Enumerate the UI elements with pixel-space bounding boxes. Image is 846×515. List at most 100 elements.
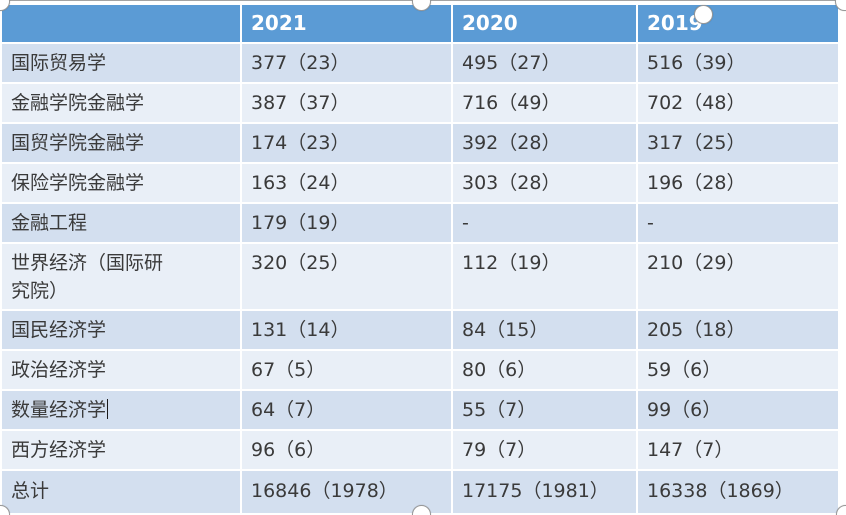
row-label: 数量经济学	[11, 399, 107, 421]
row-label: 金融学院金融学	[11, 92, 145, 114]
header-year-2021[interactable]: 2021	[242, 5, 451, 42]
value-cell[interactable]: 377（23）	[242, 44, 451, 82]
header-year-2019[interactable]: 2019	[638, 5, 838, 42]
text-cursor	[107, 399, 109, 419]
value-cell[interactable]: 59（6）	[638, 351, 838, 389]
value-cell[interactable]: 495（27）	[453, 44, 636, 82]
value-cell[interactable]: 174（23）	[242, 124, 451, 162]
table-row: 保险学院金融学 163（24） 303（28） 196（28）	[2, 164, 838, 202]
table-header: 2021 2020 2019	[2, 5, 838, 42]
cell-value: 174（23）	[251, 132, 350, 154]
value-cell[interactable]: 205（18）	[638, 311, 838, 349]
row-label-cell[interactable]: 国民经济学	[2, 311, 240, 349]
header-row: 2021 2020 2019	[2, 5, 838, 42]
cell-value: 387（37）	[251, 92, 350, 114]
value-cell[interactable]: 96（6）	[242, 431, 451, 469]
cell-value: 377（23）	[251, 52, 350, 74]
header-corner-cell[interactable]	[2, 5, 240, 42]
value-cell[interactable]: 387（37）	[242, 84, 451, 122]
value-cell[interactable]: 702（48）	[638, 84, 838, 122]
value-cell[interactable]: 55（7）	[453, 391, 636, 429]
row-label: 国民经济学	[11, 319, 107, 341]
value-cell[interactable]: 392（28）	[453, 124, 636, 162]
value-cell[interactable]: 99（6）	[638, 391, 838, 429]
cell-value: 702（48）	[647, 92, 746, 114]
value-cell[interactable]: 131（14）	[242, 311, 451, 349]
table-body: 国际贸易学 377（23） 495（27） 516（39） 金融学院金融学 387（37）…	[2, 44, 838, 513]
value-cell[interactable]: 210（29）	[638, 244, 838, 309]
table-row: 世界经济（国际研 究院） 320（25） 112（19） 210（29）	[2, 244, 838, 309]
table-row: 国贸学院金融学 174（23） 392（28） 317（25）	[2, 124, 838, 162]
table-row: 国民经济学 131（14） 84（15） 205（18）	[2, 311, 838, 349]
row-label-cell[interactable]: 世界经济（国际研 究院）	[2, 244, 240, 309]
cell-value: 112（19）	[462, 252, 561, 274]
cell-value: 210（29）	[647, 252, 746, 274]
value-cell[interactable]: 84（15）	[453, 311, 636, 349]
cell-value: 303（28）	[462, 172, 561, 194]
row-label-cell[interactable]: 政治经济学	[2, 351, 240, 389]
statistics-table: 2021 2020 2019 国际贸易学 377（23） 495（27） 516（39…	[0, 3, 840, 515]
cell-value: 163（24）	[251, 172, 350, 194]
value-cell[interactable]: 16338（1869）	[638, 471, 838, 513]
cell-value: 320（25）	[251, 252, 350, 274]
row-label-cell[interactable]: 西方经济学	[2, 431, 240, 469]
value-cell[interactable]: 67（5）	[242, 351, 451, 389]
row-label: 总计	[11, 480, 50, 502]
row-label-cell[interactable]: 国际贸易学	[2, 44, 240, 82]
header-year-2020[interactable]: 2020	[453, 5, 636, 42]
cell-value: 55（7）	[462, 399, 537, 421]
row-label: 世界经济（国际研 究院）	[11, 252, 164, 302]
value-cell[interactable]: 64（7）	[242, 391, 451, 429]
value-cell[interactable]: 163（24）	[242, 164, 451, 202]
row-label: 金融工程	[11, 212, 88, 234]
value-cell[interactable]: 112（19）	[453, 244, 636, 309]
row-label-cell[interactable]: 数量经济学	[2, 391, 240, 429]
value-cell[interactable]: 179（19）	[242, 204, 451, 242]
cell-value: 67（5）	[251, 359, 326, 381]
value-cell[interactable]: 303（28）	[453, 164, 636, 202]
table-row: 政治经济学 67（5） 80（6） 59（6）	[2, 351, 838, 389]
value-cell[interactable]: 147（7）	[638, 431, 838, 469]
cell-value: 16338（1869）	[647, 480, 794, 502]
cell-value: 79（7）	[462, 439, 537, 461]
cell-value: 179（19）	[251, 212, 350, 234]
table-row: 金融学院金融学 387（37） 716（49） 702（48）	[2, 84, 838, 122]
row-label-cell[interactable]: 金融学院金融学	[2, 84, 240, 122]
cell-value: 317（25）	[647, 132, 746, 154]
table-row: 金融工程 179（19） - -	[2, 204, 838, 242]
table-row: 数量经济学 64（7） 55（7） 99（6）	[2, 391, 838, 429]
value-cell[interactable]: 80（6）	[453, 351, 636, 389]
cell-value: 716（49）	[462, 92, 561, 114]
row-label: 保险学院金融学	[11, 172, 145, 194]
value-cell[interactable]: -	[453, 204, 636, 242]
table-row: 国际贸易学 377（23） 495（27） 516（39）	[2, 44, 838, 82]
value-cell[interactable]: 317（25）	[638, 124, 838, 162]
row-label-cell[interactable]: 国贸学院金融学	[2, 124, 240, 162]
value-cell[interactable]: 17175（1981）	[453, 471, 636, 513]
cell-value: -	[647, 212, 654, 234]
cell-value: 205（18）	[647, 319, 746, 341]
resize-handle-top-right[interactable]	[835, 0, 846, 11]
resize-handle-bottom-right[interactable]	[836, 505, 846, 515]
cell-value: 392（28）	[462, 132, 561, 154]
value-cell[interactable]: 320（25）	[242, 244, 451, 309]
value-cell[interactable]: 516（39）	[638, 44, 838, 82]
row-label-cell[interactable]: 保险学院金融学	[2, 164, 240, 202]
cell-value: 495（27）	[462, 52, 561, 74]
resize-handle-floating[interactable]	[694, 5, 713, 24]
cell-value: 64（7）	[251, 399, 326, 421]
cell-value: 16846（1978）	[251, 480, 398, 502]
cell-value: 196（28）	[647, 172, 746, 194]
value-cell[interactable]: 79（7）	[453, 431, 636, 469]
row-label-cell[interactable]: 总计	[2, 471, 240, 513]
row-label-cell[interactable]: 金融工程	[2, 204, 240, 242]
cell-value: 17175（1981）	[462, 480, 609, 502]
value-cell[interactable]: -	[638, 204, 838, 242]
value-cell[interactable]: 196（28）	[638, 164, 838, 202]
cell-value: -	[462, 212, 469, 234]
value-cell[interactable]: 716（49）	[453, 84, 636, 122]
row-label: 西方经济学	[11, 439, 107, 461]
row-label: 政治经济学	[11, 359, 107, 381]
row-label: 国际贸易学	[11, 52, 107, 74]
cell-value: 80（6）	[462, 359, 537, 381]
